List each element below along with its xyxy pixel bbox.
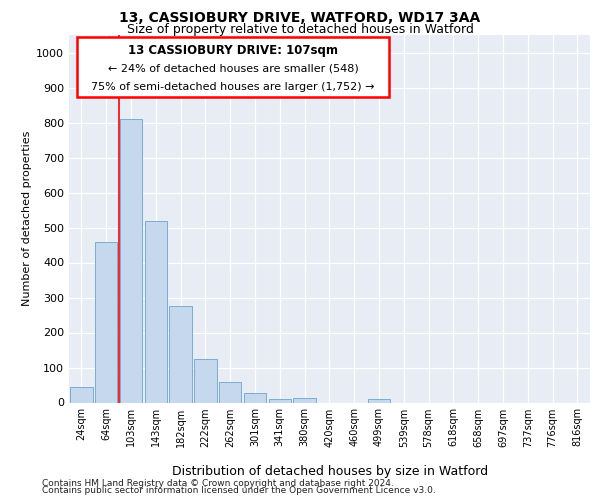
Bar — [368, 399, 390, 402]
Text: Size of property relative to detached houses in Watford: Size of property relative to detached ho… — [127, 22, 473, 36]
Bar — [95, 242, 118, 402]
Text: ← 24% of detached houses are smaller (548): ← 24% of detached houses are smaller (54… — [107, 64, 358, 74]
Text: Distribution of detached houses by size in Watford: Distribution of detached houses by size … — [172, 464, 488, 477]
Bar — [194, 359, 217, 403]
Bar — [145, 220, 167, 402]
Bar — [120, 119, 142, 403]
Bar — [70, 387, 92, 402]
Text: 75% of semi-detached houses are larger (1,752) →: 75% of semi-detached houses are larger (… — [91, 82, 375, 92]
Text: Contains HM Land Registry data © Crown copyright and database right 2024.: Contains HM Land Registry data © Crown c… — [42, 478, 394, 488]
Bar — [293, 398, 316, 402]
Text: 13, CASSIOBURY DRIVE, WATFORD, WD17 3AA: 13, CASSIOBURY DRIVE, WATFORD, WD17 3AA — [119, 12, 481, 26]
Text: 13 CASSIOBURY DRIVE: 107sqm: 13 CASSIOBURY DRIVE: 107sqm — [128, 44, 338, 57]
Bar — [244, 393, 266, 402]
Y-axis label: Number of detached properties: Number of detached properties — [22, 131, 32, 306]
FancyBboxPatch shape — [77, 37, 389, 98]
Bar — [219, 382, 241, 402]
Bar — [269, 399, 291, 402]
Bar — [169, 306, 192, 402]
Text: Contains public sector information licensed under the Open Government Licence v3: Contains public sector information licen… — [42, 486, 436, 495]
